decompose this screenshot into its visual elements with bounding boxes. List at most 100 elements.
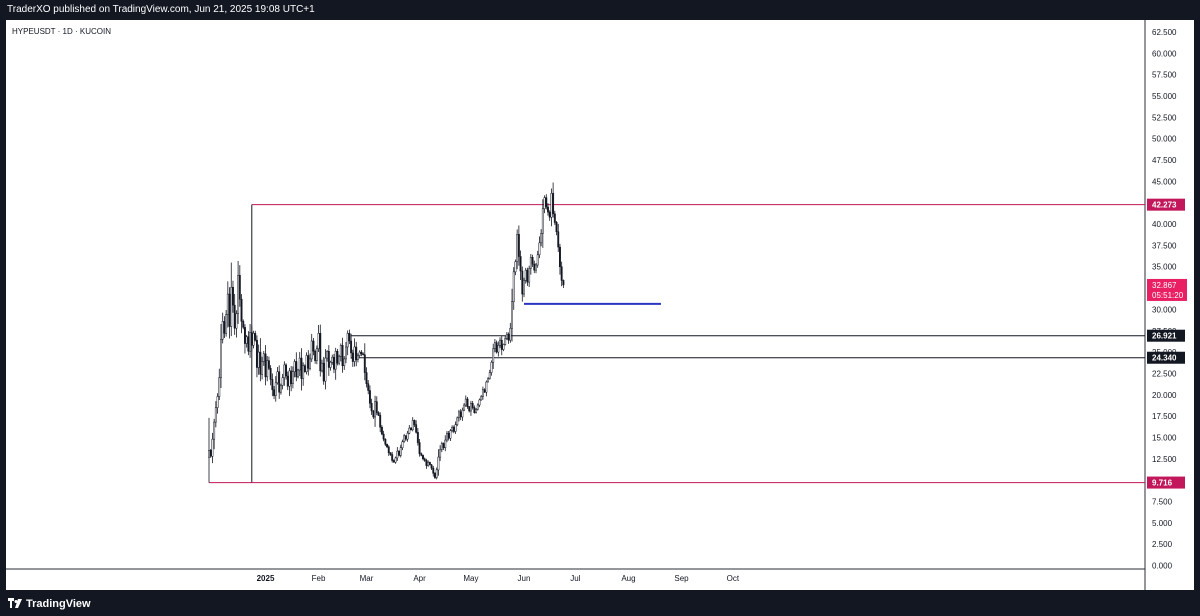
candle — [404, 435, 407, 441]
price-label-bg-bottom-red — [1147, 476, 1185, 489]
y-tick-label: 12.500 — [1152, 455, 1177, 464]
candle — [391, 451, 394, 463]
candle — [386, 443, 388, 449]
candle — [523, 277, 525, 298]
candle — [273, 385, 276, 400]
candle — [495, 340, 498, 354]
x-tick-label: May — [463, 574, 478, 583]
candle — [267, 356, 270, 370]
candle — [380, 425, 383, 436]
candle — [240, 294, 243, 334]
footer-bar: TradingView — [0, 592, 1200, 616]
candle — [512, 267, 515, 310]
candle — [394, 456, 397, 464]
price-label-bg-top-red — [1147, 198, 1185, 211]
candle — [452, 425, 455, 434]
candle — [208, 417, 210, 483]
y-tick-label: 62.500 — [1152, 28, 1177, 37]
candle — [468, 405, 471, 413]
candle — [266, 356, 269, 382]
candle — [307, 350, 310, 376]
candle — [221, 312, 224, 344]
candle — [449, 429, 452, 441]
candle — [242, 319, 245, 330]
y-tick-label: 5.000 — [1152, 519, 1173, 528]
price-chart[interactable]: 62.500 60.000 57.500 55.000 52.500 50.000 47.5… — [6, 20, 1194, 590]
candle — [505, 332, 508, 340]
candle — [553, 210, 556, 225]
candle — [422, 454, 424, 461]
candle — [524, 267, 527, 284]
candle — [326, 350, 329, 362]
y-tick-label: 50.000 — [1152, 135, 1177, 144]
candle — [327, 345, 330, 376]
candle — [398, 450, 400, 457]
candle — [321, 359, 323, 373]
y-tick-label: 30.000 — [1152, 305, 1177, 314]
candle — [238, 265, 241, 307]
candle — [399, 444, 402, 458]
chart-panel[interactable]: 62.500 60.000 57.500 55.000 52.500 50.000 47.5… — [6, 20, 1194, 590]
candle — [218, 368, 221, 401]
candle — [562, 279, 565, 288]
candle — [226, 281, 229, 328]
candle — [255, 335, 258, 378]
candle — [547, 203, 549, 216]
candle — [493, 338, 496, 353]
candle — [314, 349, 317, 364]
candle — [223, 316, 226, 339]
candle — [430, 464, 433, 470]
candle — [216, 393, 219, 414]
candle — [392, 459, 395, 463]
horizontal-levels — [209, 204, 1145, 484]
candle — [271, 373, 274, 397]
price-label-top-red: 42.273 — [1152, 201, 1177, 210]
candle — [368, 385, 371, 409]
candle — [466, 396, 469, 409]
x-tick-label: Mar — [360, 574, 374, 583]
candle — [285, 363, 287, 380]
candle — [237, 260, 240, 324]
candle — [290, 366, 293, 392]
candle — [319, 324, 322, 377]
candle — [374, 395, 377, 427]
candle — [283, 361, 286, 386]
candle — [447, 430, 450, 441]
y-tick-label: 55.000 — [1152, 92, 1177, 101]
candle — [413, 419, 416, 427]
footer-brand: TradingView — [26, 598, 91, 610]
candle — [545, 194, 548, 210]
y-tick-label: 52.500 — [1152, 113, 1177, 122]
candle — [232, 280, 234, 313]
candle — [560, 261, 563, 287]
candle — [538, 236, 541, 259]
symbol-label: HYPEUSDT · 1D · KUCOIN — [12, 27, 111, 36]
candle — [410, 427, 412, 431]
candle — [454, 421, 457, 434]
candles-group — [208, 182, 565, 483]
candle — [233, 293, 236, 335]
candle — [481, 386, 484, 400]
candle — [415, 420, 418, 434]
candle — [276, 366, 279, 385]
candle — [559, 243, 561, 275]
candle — [552, 182, 555, 218]
candle — [476, 403, 479, 411]
candle — [519, 250, 522, 281]
y-tick-label: 37.500 — [1152, 241, 1177, 250]
candle — [303, 364, 306, 373]
candle — [521, 266, 524, 302]
time-axis[interactable]: 2025 Feb Mar Apr May Jun Jul Aug Sep Oct — [257, 574, 740, 583]
candle — [550, 188, 553, 227]
candle — [427, 460, 430, 467]
candle — [312, 338, 315, 356]
candle — [346, 330, 349, 356]
candle — [379, 412, 382, 433]
candle — [425, 458, 428, 469]
candle — [363, 343, 366, 381]
candle — [305, 352, 308, 375]
candle — [488, 369, 491, 380]
x-tick-label: Aug — [621, 574, 635, 583]
candle — [348, 329, 351, 345]
publisher-bar: TraderXO published on TradingView.com, J… — [0, 0, 1200, 20]
